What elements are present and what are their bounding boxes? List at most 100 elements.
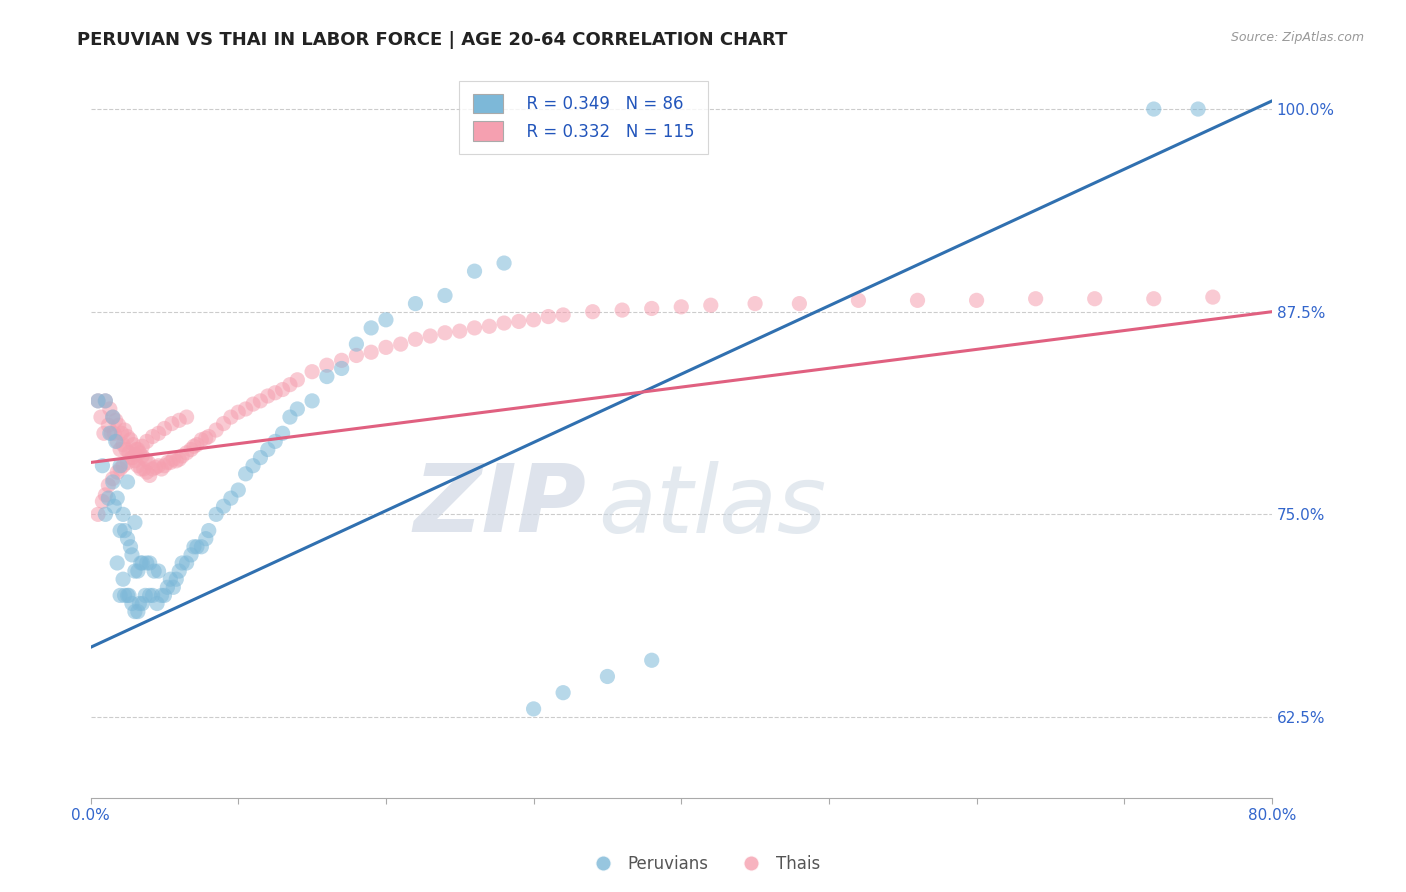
Point: [108, 524, 131, 538]
Point: [117, 532, 139, 546]
Point: [186, 540, 208, 554]
Point: [242, 458, 264, 473]
Text: Source: ZipAtlas.com: Source: ZipAtlas.com: [1230, 31, 1364, 45]
Point: [404, 296, 426, 310]
Point: [1202, 290, 1225, 304]
Point: [249, 393, 271, 408]
Point: [256, 389, 278, 403]
Point: [93, 426, 115, 441]
Point: [464, 321, 486, 335]
Point: [114, 524, 136, 538]
Point: [127, 442, 149, 457]
Point: [112, 437, 135, 451]
Point: [111, 426, 134, 441]
Point: [226, 405, 249, 419]
Point: [176, 410, 198, 425]
Point: [94, 393, 117, 408]
Legend:   R = 0.349   N = 86,   R = 0.332   N = 115: R = 0.349 N = 86, R = 0.332 N = 115: [460, 80, 707, 154]
Point: [219, 410, 242, 425]
Point: [256, 442, 278, 457]
Point: [153, 589, 176, 603]
Point: [112, 458, 135, 473]
Point: [108, 462, 131, 476]
Point: [97, 491, 120, 505]
Point: [596, 669, 619, 683]
Text: ZIP: ZIP: [413, 460, 586, 552]
Point: [235, 401, 257, 416]
Point: [121, 548, 143, 562]
Point: [494, 316, 516, 330]
Point: [966, 293, 988, 308]
Point: [118, 589, 141, 603]
Point: [285, 401, 308, 416]
Point: [1187, 102, 1209, 116]
Point: [278, 377, 301, 392]
Point: [146, 597, 169, 611]
Point: [344, 349, 367, 363]
Point: [176, 556, 198, 570]
Point: [315, 358, 337, 372]
Point: [134, 452, 156, 467]
Point: [641, 301, 664, 316]
Point: [153, 421, 176, 435]
Point: [135, 556, 157, 570]
Point: [120, 433, 142, 447]
Point: [180, 548, 202, 562]
Point: [115, 442, 138, 457]
Point: [449, 324, 471, 338]
Point: [117, 475, 139, 489]
Point: [117, 589, 139, 603]
Point: [374, 313, 396, 327]
Point: [180, 442, 202, 457]
Point: [197, 429, 219, 443]
Point: [148, 426, 170, 441]
Point: [101, 475, 124, 489]
Point: [264, 385, 287, 400]
Point: [360, 345, 382, 359]
Point: [131, 449, 153, 463]
Point: [167, 413, 190, 427]
Point: [138, 556, 160, 570]
Point: [91, 494, 114, 508]
Point: [138, 589, 160, 603]
Point: [107, 418, 129, 433]
Point: [212, 417, 235, 431]
Point: [145, 460, 167, 475]
Point: [301, 365, 323, 379]
Point: [98, 426, 121, 441]
Point: [94, 393, 117, 408]
Legend: Peruvians, Thais: Peruvians, Thais: [579, 848, 827, 880]
Point: [271, 383, 294, 397]
Point: [101, 472, 124, 486]
Point: [128, 597, 150, 611]
Point: [744, 296, 766, 310]
Point: [101, 410, 124, 425]
Point: [128, 446, 150, 460]
Point: [167, 452, 190, 467]
Text: PERUVIAN VS THAI IN LABOR FORCE | AGE 20-64 CORRELATION CHART: PERUVIAN VS THAI IN LABOR FORCE | AGE 20…: [77, 31, 787, 49]
Point: [330, 361, 353, 376]
Point: [271, 426, 294, 441]
Point: [108, 458, 131, 473]
Point: [114, 589, 136, 603]
Point: [172, 556, 194, 570]
Point: [165, 572, 187, 586]
Point: [212, 500, 235, 514]
Point: [97, 478, 120, 492]
Point: [131, 556, 153, 570]
Point: [127, 605, 149, 619]
Point: [242, 397, 264, 411]
Point: [129, 556, 152, 570]
Point: [464, 264, 486, 278]
Point: [582, 304, 605, 318]
Point: [153, 458, 176, 473]
Point: [135, 465, 157, 479]
Point: [404, 332, 426, 346]
Point: [122, 437, 145, 451]
Point: [219, 491, 242, 505]
Point: [114, 423, 136, 437]
Point: [124, 605, 146, 619]
Point: [1143, 292, 1166, 306]
Point: [330, 353, 353, 368]
Point: [194, 532, 217, 546]
